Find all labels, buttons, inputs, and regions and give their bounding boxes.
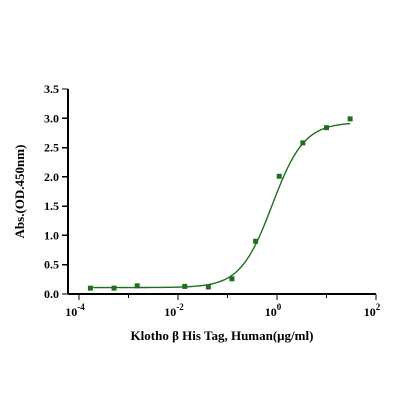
y-tick-label: 1.0 [44, 228, 59, 242]
data-point [229, 276, 235, 282]
fit-curve [90, 122, 351, 289]
data-point [87, 285, 93, 291]
y-tick-label: 3.5 [44, 82, 59, 96]
x-tick-label: 100 [265, 302, 282, 319]
y-tick-label: 2.0 [44, 170, 59, 184]
axis-titles: Klotho β His Tag, Human(μg/ml) Abs.(OD.4… [12, 145, 313, 343]
y-tick-label: 0.0 [44, 287, 59, 301]
data-point [253, 238, 259, 244]
data-point [300, 140, 306, 146]
data-point [111, 285, 117, 291]
axes [67, 89, 376, 295]
fit-curve-group [90, 122, 351, 289]
y-tick-label: 3.0 [44, 111, 59, 125]
y-tick-label: 0.5 [44, 258, 59, 272]
data-point [324, 125, 329, 131]
y-tick-label: 2.5 [44, 141, 59, 155]
data-point [276, 173, 282, 179]
x-tick-label: 10-2 [164, 302, 184, 319]
x-axis-title: Klotho β His Tag, Human(μg/ml) [131, 328, 314, 343]
data-point [182, 283, 188, 289]
data-points [87, 116, 353, 291]
x-tick-label: 102 [364, 302, 381, 319]
y-tick-label: 1.5 [44, 199, 59, 213]
x-tick-label: 10-4 [65, 302, 85, 319]
y-axis-title: Abs.(OD.450nm) [12, 145, 27, 239]
data-point [205, 284, 211, 290]
ticks: 0.0 0.5 1.0 1.5 2.0 2.5 3.0 3.5 10-4 10-2 100 102 [44, 82, 381, 319]
data-point [347, 116, 353, 122]
data-point [134, 283, 140, 289]
